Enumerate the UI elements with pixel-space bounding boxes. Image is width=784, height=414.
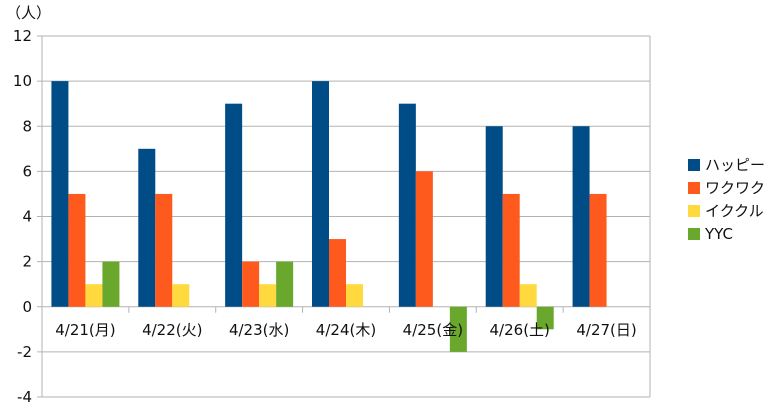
y-tick-label: 10 (13, 72, 32, 90)
bar-1-1 (51, 81, 69, 307)
legend-swatch (688, 228, 700, 240)
legend-swatch (688, 159, 700, 171)
legend-swatch (688, 182, 700, 194)
legend-label: YYC (704, 225, 733, 243)
bar-3-3 (259, 284, 277, 307)
bar-1-2 (138, 148, 156, 307)
bar-4-5 (449, 306, 467, 352)
x-category-label: 4/22(火) (142, 321, 202, 339)
bar-4-6 (536, 306, 554, 330)
legend-label: イククル (705, 202, 764, 220)
bars (51, 81, 607, 352)
axes: -4 -2 0 2 4 6 8 10 12 4/21(月) 4/22(火) 4/23(水) 4/24(木… (13, 27, 651, 406)
bar-4-3 (276, 261, 294, 307)
y-tick-label: 2 (22, 253, 32, 271)
bar-2-7 (589, 193, 607, 307)
x-category-label: 4/21(月) (55, 321, 115, 339)
bar-3-2 (172, 284, 190, 307)
bar-3-4 (346, 284, 363, 307)
y-tick-label: 6 (22, 162, 32, 180)
legend-label: ワクワク (705, 179, 765, 197)
bar-3-1 (85, 284, 103, 307)
y-axis-unit-label: （人） (6, 4, 51, 22)
y-tick-label: 4 (22, 208, 32, 226)
x-category-label: 4/23(水) (229, 321, 289, 339)
x-category-label: 4/27(日) (576, 321, 636, 339)
bar-2-1 (68, 193, 86, 307)
bar-1-6 (485, 126, 503, 307)
y-tick-label: 0 (22, 298, 32, 316)
x-category-label: 4/24(木) (316, 321, 376, 339)
bar-4-1 (102, 261, 120, 307)
bar-2-6 (502, 193, 520, 307)
y-tick-label: 12 (13, 27, 32, 45)
x-category-label: 4/26(土) (490, 321, 550, 339)
bar-1-5 (398, 103, 416, 307)
bar-2-2 (155, 193, 173, 307)
y-tick-label: -2 (17, 343, 32, 361)
bar-2-3 (242, 261, 260, 307)
bar-2-4 (329, 239, 346, 307)
gridlines (42, 35, 650, 398)
legend-label: ハッピー (705, 156, 765, 174)
bar-1-4 (312, 81, 329, 307)
x-category-label: 4/25(金) (403, 321, 463, 339)
bar-1-3 (225, 103, 243, 307)
y-tick-label: 8 (22, 117, 32, 135)
bar-1-7 (572, 126, 590, 307)
legend-swatch (688, 205, 700, 217)
bar-2-5 (415, 171, 433, 307)
bar-3-6 (519, 284, 537, 307)
y-tick-label: -4 (17, 388, 32, 406)
